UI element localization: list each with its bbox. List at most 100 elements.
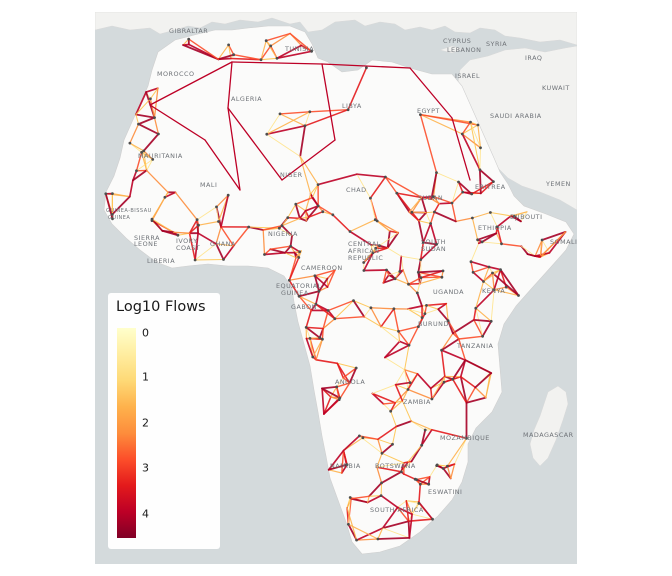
flow-link — [260, 45, 272, 61]
flow-link-long — [149, 61, 233, 106]
flow-link — [313, 274, 320, 293]
flow-link — [135, 91, 147, 116]
city-node — [476, 238, 479, 242]
flow-link — [425, 302, 448, 307]
flow-link — [298, 295, 312, 312]
flow-link — [488, 266, 502, 271]
city-node — [163, 195, 167, 199]
flow-link — [197, 220, 220, 226]
flow-link — [347, 497, 351, 525]
flow-link — [137, 116, 156, 126]
flow-link — [450, 463, 456, 480]
flow-link — [143, 150, 148, 171]
flow-link — [474, 372, 493, 389]
flow-link — [288, 279, 300, 297]
label-namibia: NAMIBIA — [330, 462, 361, 470]
flow-link — [429, 222, 438, 246]
city-node — [289, 244, 292, 248]
city-node — [232, 53, 236, 57]
flow-link — [380, 326, 401, 342]
city-node — [430, 397, 434, 401]
flow-link — [336, 362, 357, 369]
flow-link — [436, 172, 459, 183]
city-node — [410, 210, 414, 214]
flow-link — [330, 396, 340, 401]
label-angola: ANGOLA — [335, 378, 365, 386]
city-node — [441, 467, 445, 470]
flow-link — [309, 108, 349, 113]
flow-link — [194, 243, 217, 261]
flow-link — [451, 191, 464, 204]
city-node — [431, 517, 434, 521]
flow-link — [363, 316, 382, 328]
city-node — [487, 265, 491, 269]
city-node — [269, 44, 273, 48]
flow-link — [269, 248, 286, 254]
flow-link — [305, 326, 311, 339]
flow-link — [279, 113, 306, 127]
flow-link — [475, 280, 485, 309]
flow-link — [382, 402, 397, 405]
flow-link — [407, 282, 421, 285]
label-south-sudan-1: SOUTH — [421, 238, 446, 246]
flow-link — [376, 536, 411, 540]
label-car-1: CENTRAL — [348, 240, 381, 248]
flow-link — [461, 191, 473, 195]
flow-link — [151, 218, 164, 232]
flow-link — [347, 67, 368, 111]
flow-link — [510, 214, 522, 223]
legend-tick-1: 1 — [142, 370, 149, 384]
flow-link — [390, 410, 397, 428]
city-node — [226, 193, 230, 197]
flow-link — [369, 176, 387, 199]
city-node — [195, 218, 199, 222]
city-node — [471, 270, 475, 274]
flow-link — [397, 330, 401, 342]
flow-link — [384, 344, 410, 359]
city-node — [318, 336, 322, 340]
flow-link — [314, 274, 329, 288]
city-node — [389, 409, 393, 413]
flow-link — [461, 133, 481, 171]
flow-link — [322, 318, 336, 330]
flow-link — [431, 429, 468, 440]
flow-link — [476, 232, 498, 241]
flow-link — [419, 243, 438, 261]
flow-link — [394, 278, 410, 285]
label-car-2: AFRICAN — [348, 247, 380, 255]
legend-tick-4: 4 — [142, 507, 149, 521]
flow-link — [281, 217, 289, 227]
flow-link — [145, 87, 159, 93]
flow-link — [369, 197, 376, 221]
flow-link — [215, 194, 229, 208]
flow-link — [276, 44, 303, 60]
flow-link — [355, 538, 379, 541]
flow-link — [298, 209, 307, 220]
city-node — [286, 216, 290, 220]
label-eswatini: ESWATINI — [428, 488, 462, 496]
city-node — [347, 522, 350, 526]
flow-link — [336, 362, 351, 384]
label-eq-guinea-1: EQUATORIAL — [276, 282, 322, 290]
flow-link — [474, 288, 495, 310]
label-morocco: MOROCCO — [157, 70, 194, 78]
flow-link — [328, 469, 343, 474]
flow-link — [146, 158, 154, 171]
flow-link — [403, 473, 416, 480]
city-node — [495, 225, 499, 229]
flow-link — [363, 269, 388, 272]
city-node — [151, 158, 155, 161]
label-libya: LIBYA — [342, 102, 362, 110]
city-node — [358, 434, 361, 438]
city-node — [460, 132, 464, 136]
flow-link — [388, 271, 401, 276]
city-node — [275, 56, 279, 60]
flow-link — [461, 121, 472, 135]
city-node — [264, 39, 268, 43]
city-node — [321, 210, 325, 214]
flow-link — [408, 211, 420, 222]
flow-link — [407, 308, 423, 319]
label-chad: CHAD — [346, 186, 367, 194]
city-node — [176, 233, 180, 237]
flow-link — [520, 211, 528, 222]
